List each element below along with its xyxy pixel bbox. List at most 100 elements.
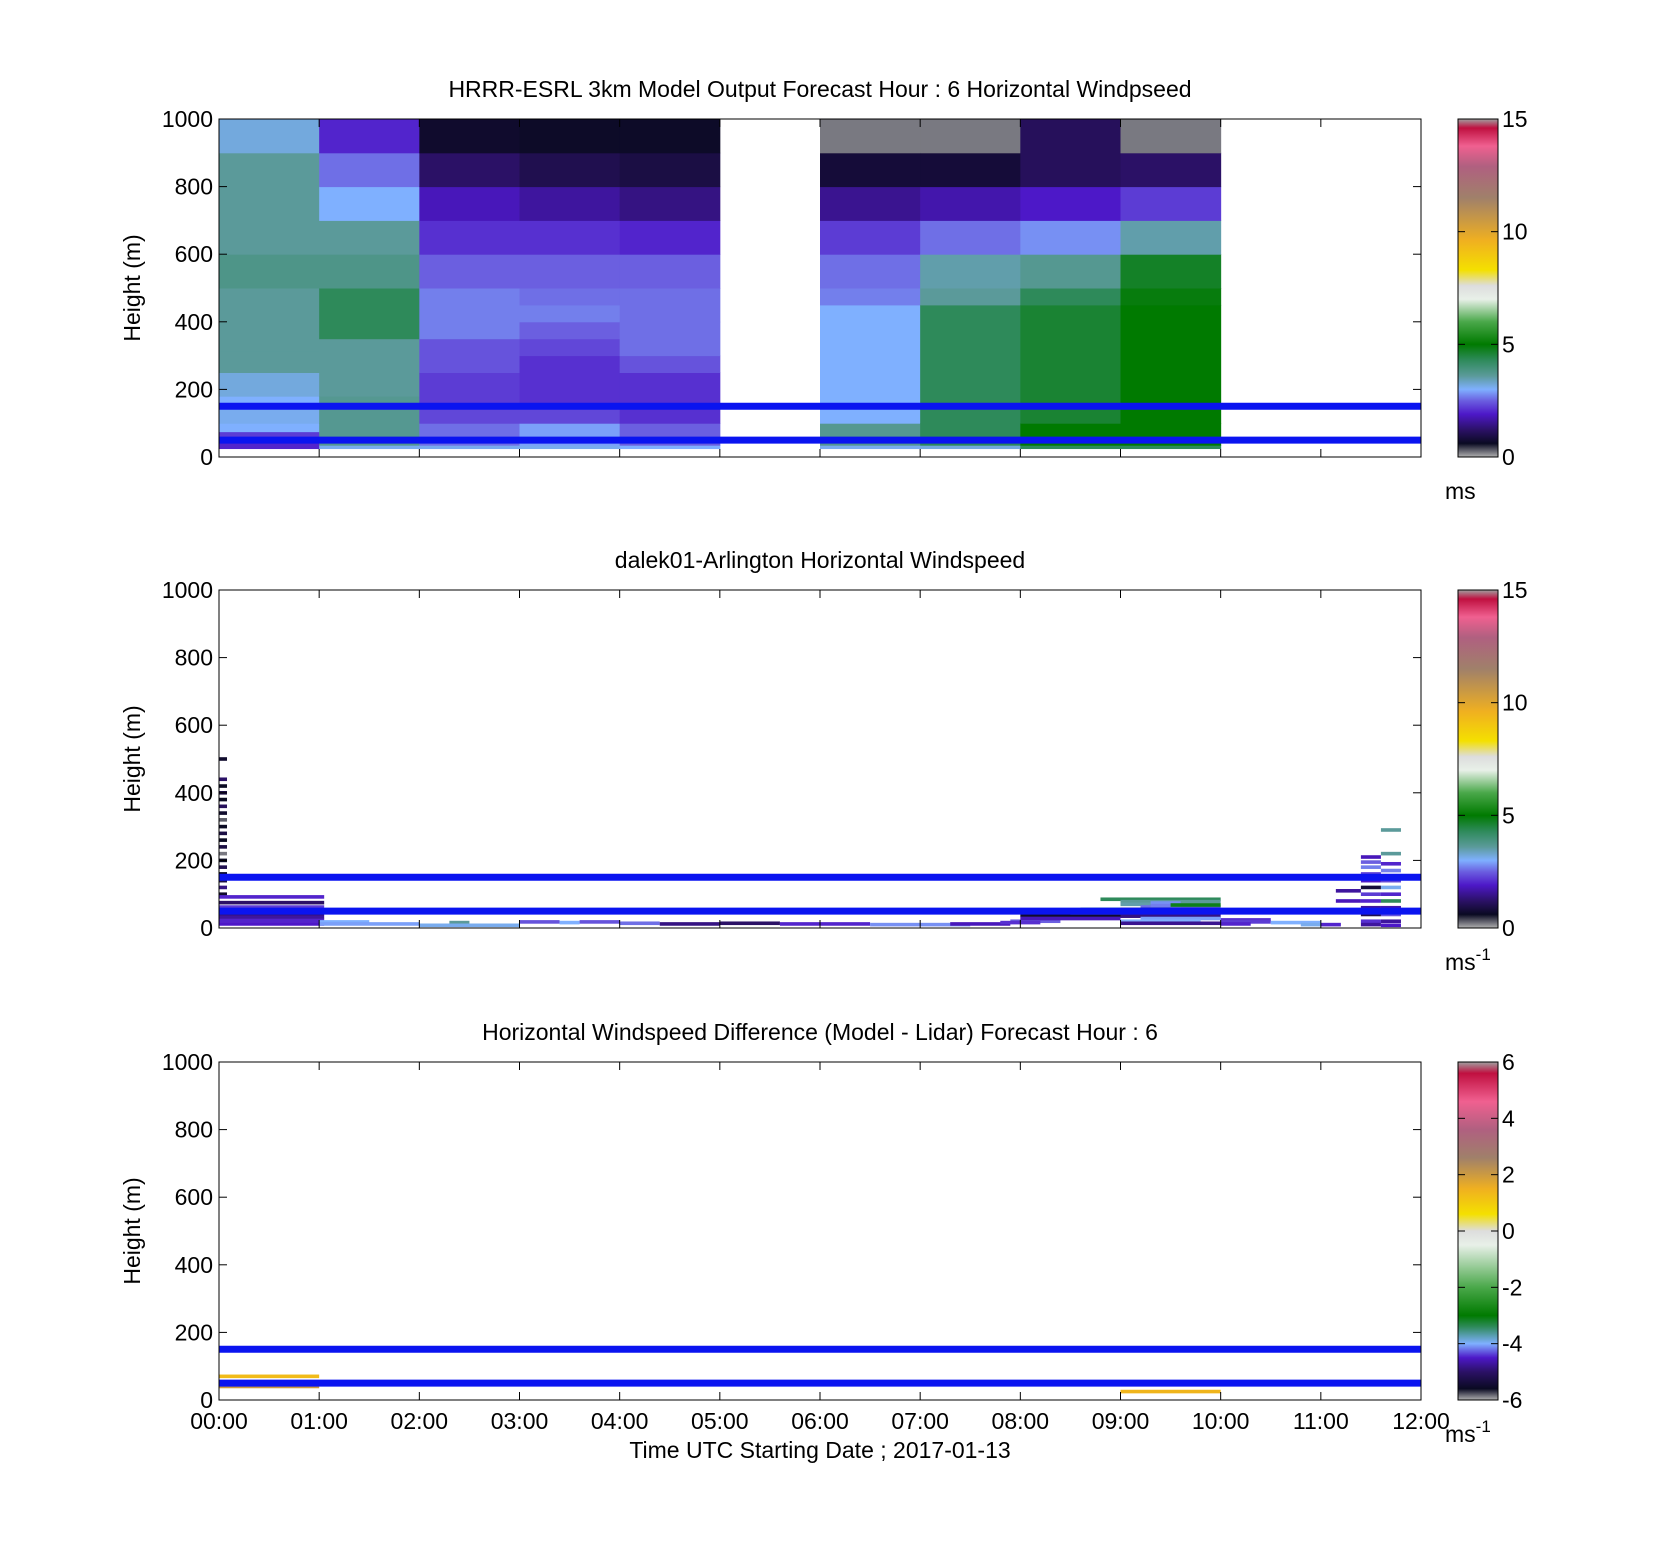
panel-1-cell	[1120, 445, 1222, 450]
panel-1-cell	[619, 355, 721, 373]
panel-1-colorbar-unit: ms	[1445, 478, 1476, 504]
panel-1-colorbar-ramp	[1457, 118, 1499, 458]
panels: HRRR-ESRL 3km Model Output Forecast Hour…	[119, 76, 1528, 1447]
panel-1-y-axis-label: Height (m)	[119, 234, 145, 341]
panel-3-x-tick-label: 05:00	[691, 1408, 749, 1434]
panel-2-colorbar-ramp	[1457, 589, 1499, 929]
panel-2-data-segment	[719, 921, 780, 926]
panel-3-colorbar-unit: ms-1	[1445, 1417, 1491, 1447]
panel-1-cell	[820, 186, 921, 221]
panel-1-cell	[219, 350, 320, 373]
panel-1-cell	[920, 288, 1021, 306]
panel-1: HRRR-ESRL 3km Model Output Forecast Hour…	[119, 76, 1528, 504]
panel-3-x-tick-label: 04:00	[591, 1408, 649, 1434]
panel-1-cell	[219, 152, 320, 221]
panel-2-y-tick-label: 200	[175, 847, 213, 873]
panel-2-data-segment	[219, 922, 325, 926]
panel-2-colorbar-tick-label: 0	[1502, 915, 1515, 941]
panel-2-colorbar-tick-label: 5	[1502, 802, 1515, 828]
panel-1-cell	[519, 220, 621, 255]
panel-2-data-segment	[219, 905, 325, 909]
panel-1-cell	[519, 186, 621, 221]
panel-1-cell	[820, 254, 921, 289]
panel-1-cell	[619, 445, 721, 450]
panel-2-data-segment	[1170, 903, 1221, 907]
panel-1-cell	[219, 407, 320, 424]
panel-3-colorbar-tick-label: -2	[1502, 1274, 1522, 1300]
panel-2-colorbar-tick-label: 10	[1502, 690, 1528, 716]
panel-1-cell	[920, 119, 1021, 154]
panel-1-cell	[519, 338, 621, 357]
panel-1-cell	[1120, 119, 1222, 154]
panel-1-y-tick-label: 1000	[162, 106, 213, 132]
panel-1-cell	[319, 288, 420, 340]
panel-1-cell	[1020, 119, 1121, 154]
panel-1-cell	[1020, 288, 1121, 306]
panel-2-data-segment	[579, 920, 620, 924]
panel-1-cell	[1020, 445, 1121, 450]
panel-3-y-tick-label: 200	[175, 1319, 213, 1345]
panel-2-data-segment	[1220, 918, 1271, 922]
panel-1-title: HRRR-ESRL 3km Model Output Forecast Hour…	[448, 76, 1191, 102]
panel-1-heatmap-cells	[219, 119, 1222, 450]
panel-1-cell	[419, 119, 520, 154]
panel-1-cell	[319, 338, 420, 397]
panel-1-cell	[619, 119, 721, 154]
panel-2: dalek01-Arlington Horizontal Windspeed 0 2…	[119, 547, 1528, 975]
panel-1-colorbar-tick-label: 5	[1502, 331, 1515, 357]
panel-2-data-segment	[619, 921, 660, 926]
panel-2-data-segment	[219, 784, 228, 788]
panel-2-data-segment	[1360, 860, 1381, 864]
panel-3-colorbar-tick-label: -4	[1502, 1331, 1523, 1357]
panel-1-cell	[920, 220, 1021, 255]
panel-1-cell	[519, 288, 621, 306]
panel-1-cell	[619, 254, 721, 289]
panel-2-data-segment	[319, 922, 420, 926]
panel-3-y-tick-label: 400	[175, 1252, 213, 1278]
panel-2-colorbar-unit-exponent: -1	[1476, 945, 1491, 964]
panel-2-data-segment	[1380, 851, 1401, 856]
panel-1-cell	[319, 445, 420, 450]
panel-2-data-segment	[219, 804, 228, 809]
panel-2-data-segment	[219, 918, 325, 923]
panel-3-x-tick-label: 03:00	[491, 1408, 549, 1434]
panel-3-y-tick-label: 600	[175, 1184, 213, 1210]
panel-2-data-segment	[1360, 922, 1381, 927]
panel-1-cell	[920, 152, 1021, 188]
panel-2-data-segment	[219, 851, 228, 856]
panel-2-data-segment	[219, 865, 228, 869]
panel-3-x-tick-label: 09:00	[1092, 1408, 1150, 1434]
panel-3-colorbar: -6 -4 -2 0 2 4 6 ms-1	[1445, 1049, 1523, 1447]
panel-1-cell	[1020, 254, 1121, 289]
panel-1-cell	[519, 152, 621, 188]
panel-2-data-segment	[1380, 923, 1401, 928]
panel-2-data-segment	[319, 920, 370, 924]
panel-3-y-axis-label: Height (m)	[119, 1177, 145, 1284]
x-axis-label: Time UTC Starting Date ; 2017-01-13	[629, 1437, 1010, 1463]
panel-1-y-tick-label: 200	[175, 376, 213, 402]
panel-2-data-segment	[419, 923, 520, 928]
panel-1-cell	[619, 372, 721, 424]
panel-2-data-segment	[219, 895, 325, 899]
panel-2-data-segment	[219, 824, 228, 829]
panel-1-cell	[1020, 152, 1121, 188]
panel-1-cell	[820, 119, 921, 154]
panel-1-cell	[1120, 288, 1222, 306]
panel-2-colorbar: 0 5 10 15 ms-1	[1445, 577, 1528, 975]
panel-1-cell	[619, 152, 721, 188]
panel-1-cell	[1120, 254, 1222, 289]
panel-1-cell	[519, 119, 621, 154]
panel-2-data-segment	[219, 777, 228, 782]
panel-1-cell	[319, 152, 420, 188]
panel-1-cell	[820, 220, 921, 255]
panel-3-colorbar-tick-label: 0	[1502, 1218, 1515, 1244]
panel-2-data-segment	[219, 900, 325, 905]
panel-1-cell	[319, 119, 420, 154]
panel-2-y-tick-label: 400	[175, 780, 213, 806]
panel-1-cell	[419, 254, 520, 289]
panel-2-data-segment	[1270, 920, 1321, 925]
panel-2-y-tick-label: 600	[175, 712, 213, 738]
panel-2-data-segment	[1120, 921, 1221, 926]
panel-1-cell	[1120, 152, 1222, 188]
